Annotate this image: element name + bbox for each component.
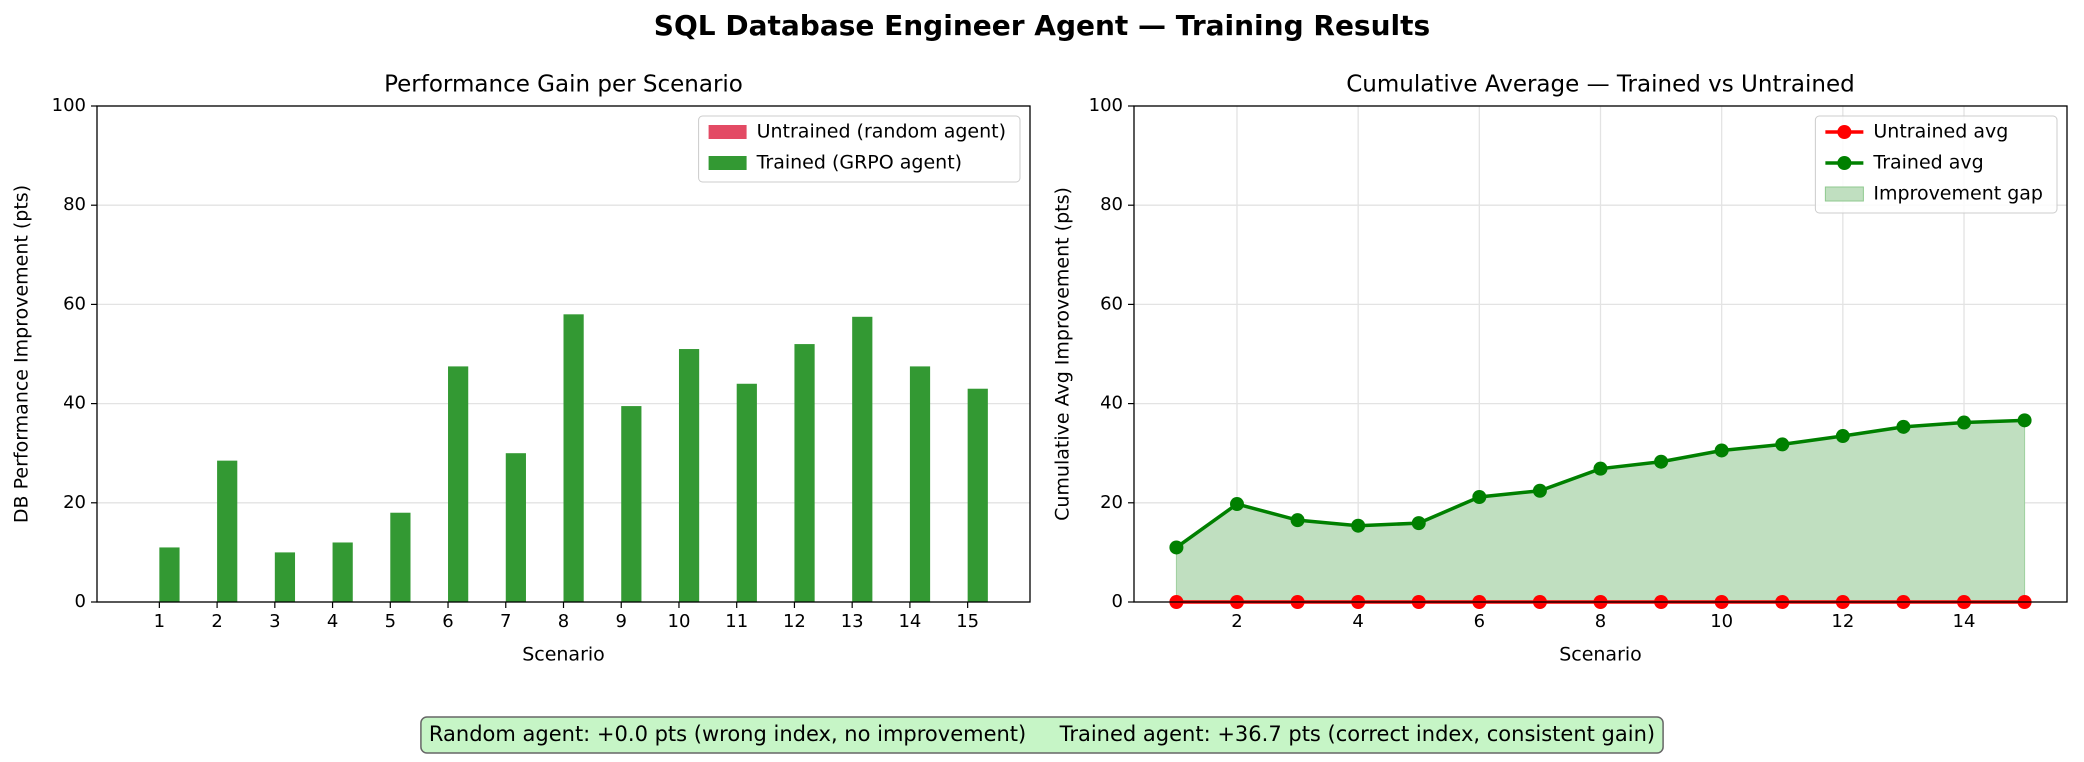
legend-marker bbox=[1837, 156, 1852, 170]
point bbox=[1290, 513, 1305, 528]
y-axis-label: Cumulative Avg Improvement (pts) bbox=[1052, 187, 1074, 521]
footer-box bbox=[420, 716, 1664, 754]
point bbox=[1654, 454, 1669, 469]
x-tick-label: 10 bbox=[668, 611, 691, 632]
x-axis-label: Scenario bbox=[1559, 644, 1642, 666]
x-tick-label: 14 bbox=[1953, 611, 1976, 632]
x-tick-label: 10 bbox=[1710, 611, 1733, 632]
x-tick-label: 12 bbox=[1831, 611, 1854, 632]
x-tick-label: 13 bbox=[841, 611, 864, 632]
y-tick-label: 40 bbox=[63, 393, 86, 414]
legend-box bbox=[698, 115, 1021, 183]
y-tick-label: 80 bbox=[1100, 194, 1123, 215]
y-tick-label: 40 bbox=[1100, 393, 1123, 414]
x-tick-label: 11 bbox=[725, 611, 748, 632]
bar bbox=[563, 314, 584, 602]
x-tick-label: 3 bbox=[269, 611, 280, 632]
x-tick-label: 1 bbox=[154, 611, 165, 632]
legend-label: Trained avg bbox=[1872, 152, 1983, 174]
point bbox=[1714, 443, 1729, 458]
legend: Untrained avg Trained avg Improvement gap bbox=[1814, 115, 2058, 214]
y-tick-label: 100 bbox=[52, 95, 86, 116]
y-tick-label: 80 bbox=[63, 194, 86, 215]
bar bbox=[909, 366, 931, 602]
x-tick-label: 12 bbox=[783, 611, 806, 632]
axes-frame bbox=[1133, 105, 2068, 603]
x-tick-label: 7 bbox=[500, 611, 511, 632]
legend-label: Trained (GRPO agent) bbox=[756, 152, 962, 174]
x-tick-label: 5 bbox=[385, 611, 396, 632]
legend-swatch bbox=[708, 156, 747, 170]
y-tick-label: 20 bbox=[63, 492, 86, 513]
y-tick-label: 60 bbox=[1100, 293, 1123, 314]
x-tick-label: 4 bbox=[327, 611, 338, 632]
bar bbox=[159, 547, 180, 602]
bar bbox=[332, 542, 353, 602]
point bbox=[1169, 540, 1184, 555]
y-tick-label: 0 bbox=[75, 591, 86, 612]
point bbox=[1472, 489, 1487, 504]
legend-label: Untrained avg bbox=[1873, 121, 2008, 143]
x-tick-label: 2 bbox=[1231, 611, 1242, 632]
axes-frame bbox=[96, 105, 1031, 603]
subplot-title: Performance Gain per Scenario bbox=[384, 72, 743, 98]
x-tick-label: 14 bbox=[898, 611, 921, 632]
y-tick-label: 0 bbox=[1112, 591, 1123, 612]
bar bbox=[621, 406, 642, 602]
legend-box bbox=[1814, 115, 2058, 214]
legend-label: Improvement gap bbox=[1873, 183, 2043, 205]
bar bbox=[505, 453, 526, 602]
y-axis-label: DB Performance Improvement (pts) bbox=[11, 185, 33, 523]
footer-text: Random agent: +0.0 pts (wrong index, no … bbox=[429, 722, 1655, 746]
legend-label: Untrained (random agent) bbox=[757, 121, 1006, 143]
bar bbox=[852, 316, 873, 602]
point bbox=[1593, 461, 1608, 476]
point bbox=[1835, 429, 1850, 444]
x-tick-label: 9 bbox=[616, 611, 627, 632]
x-tick-label: 15 bbox=[956, 611, 979, 632]
x-tick-label: 6 bbox=[1474, 611, 1485, 632]
y-tick-label: 60 bbox=[63, 293, 86, 314]
figure-title: SQL Database Engineer Agent — Training R… bbox=[654, 9, 1430, 42]
bar bbox=[967, 388, 988, 602]
bar bbox=[448, 366, 469, 602]
x-tick-label: 8 bbox=[1595, 611, 1606, 632]
y-tick-label: 20 bbox=[1100, 492, 1123, 513]
subplot-title: Cumulative Average — Trained vs Untraine… bbox=[1346, 72, 1855, 98]
x-tick-label: 6 bbox=[442, 611, 453, 632]
y-tick-label: 100 bbox=[1089, 95, 1123, 116]
point bbox=[1229, 497, 1244, 512]
point bbox=[1896, 419, 1911, 434]
bar bbox=[678, 349, 700, 602]
legend-swatch bbox=[1824, 186, 1864, 202]
legend-marker bbox=[1837, 125, 1852, 139]
bar bbox=[736, 383, 757, 602]
legend: Untrained (random agent) Trained (GRPO ag… bbox=[698, 115, 1021, 183]
bar bbox=[274, 552, 296, 602]
x-tick-label: 4 bbox=[1352, 611, 1363, 632]
point bbox=[1411, 516, 1426, 531]
x-tick-label: 8 bbox=[558, 611, 569, 632]
legend-swatch bbox=[708, 125, 747, 139]
point bbox=[1351, 518, 1366, 533]
point bbox=[1957, 415, 1972, 430]
x-tick-label: 2 bbox=[211, 611, 222, 632]
point bbox=[1532, 483, 1547, 498]
bar bbox=[217, 460, 238, 602]
point bbox=[1775, 437, 1790, 452]
point bbox=[2017, 413, 2032, 428]
bar bbox=[390, 512, 411, 602]
bar bbox=[794, 344, 815, 602]
x-axis-label: Scenario bbox=[522, 644, 605, 666]
